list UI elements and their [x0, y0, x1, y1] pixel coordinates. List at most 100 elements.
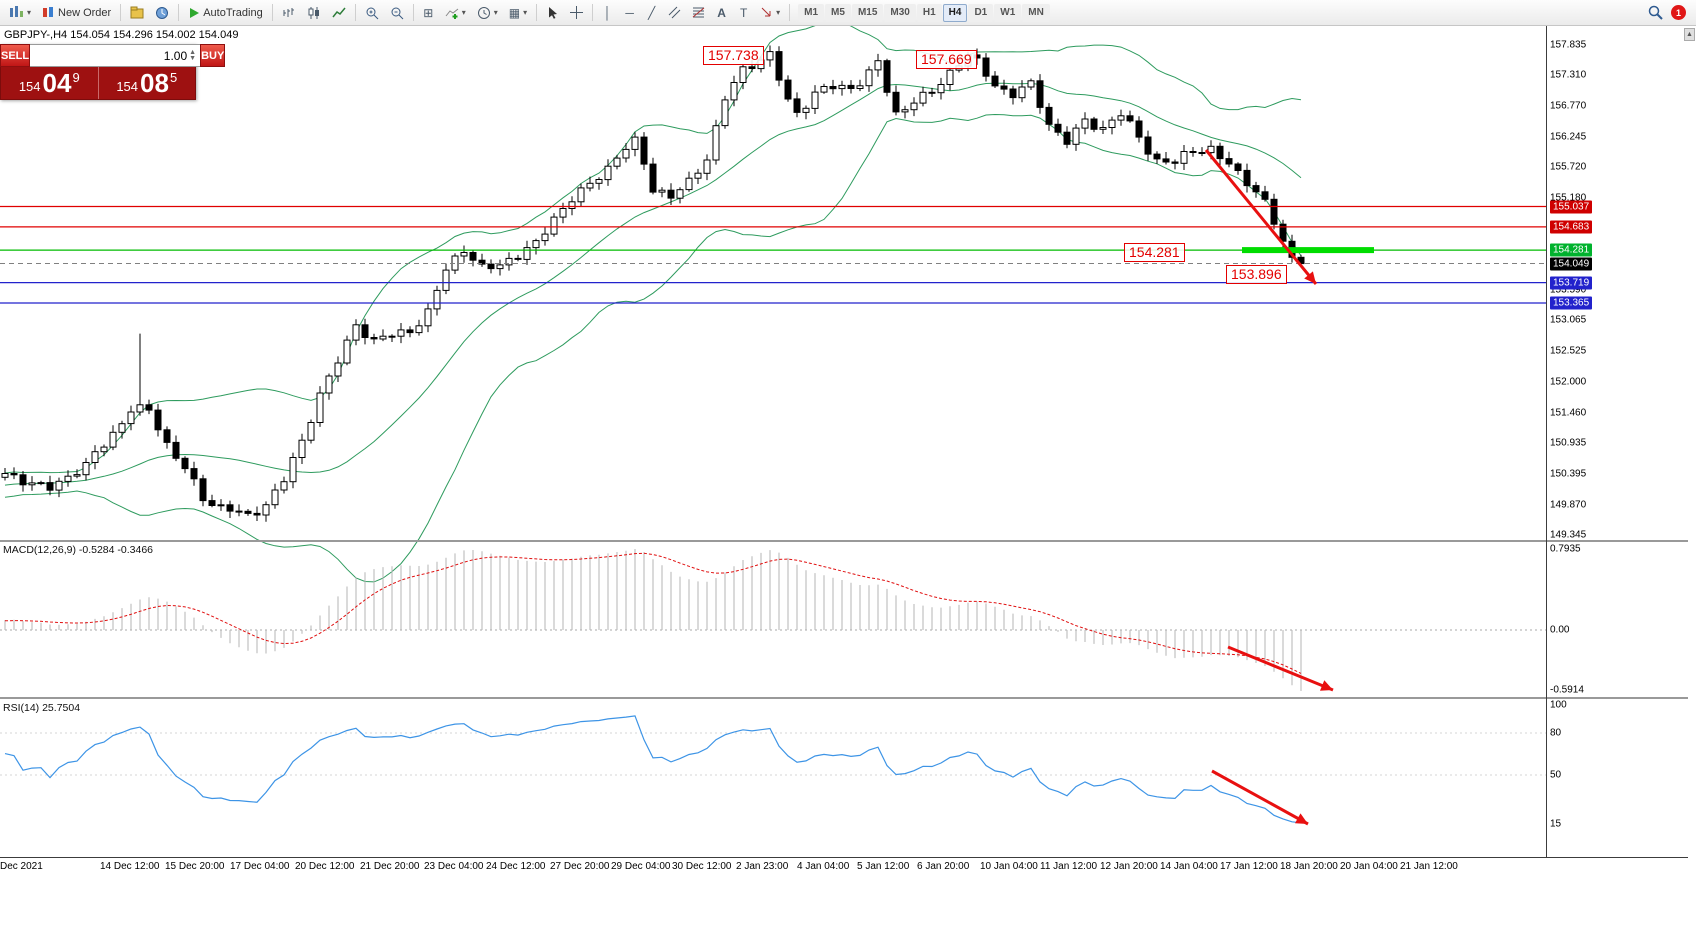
time-axis-label: 12 Jan 20:00: [1100, 861, 1158, 872]
label-tool[interactable]: T: [733, 2, 754, 23]
indicators-button[interactable]: ▾: [440, 2, 471, 23]
line-chart-button[interactable]: [327, 2, 351, 23]
price-callout[interactable]: 157.738: [703, 46, 764, 65]
price-axis-label: 149.345: [1550, 529, 1587, 541]
bid-pipette: 9: [72, 70, 80, 85]
time-axis-label: 24 Dec 12:00: [486, 861, 546, 872]
main-toolbar: ▾ New Order AutoTrading ⊞ ▾ ▾ ▦ ▾: [0, 0, 1696, 26]
pane-separator[interactable]: [0, 540, 1688, 542]
zoom-in-button[interactable]: [360, 2, 384, 23]
price-axis-label: 152.525: [1550, 345, 1587, 357]
price-tag-label: 154.683: [1550, 220, 1593, 234]
rsi-label: RSI(14) 25.7504: [3, 702, 81, 714]
indicator-scale-label: 80: [1550, 727, 1562, 739]
time-axis-label: 2 Jan 23:00: [736, 861, 789, 872]
time-axis-label: 5 Jan 12:00: [857, 861, 910, 872]
timeframe-m1[interactable]: M1: [798, 3, 825, 22]
candlestick-chart-icon: [308, 6, 319, 19]
trendline-tool[interactable]: ╱: [641, 2, 662, 23]
shapes-tool[interactable]: ▾: [755, 2, 785, 23]
time-axis-label: 21 Dec 20:00: [360, 861, 420, 872]
one-click-trading-panel: SELL ▲ ▼ BUY 154 04 9 154 08 5: [0, 44, 226, 100]
price-axis-label: 151.460: [1550, 407, 1587, 419]
price-axis-label: 156.770: [1550, 100, 1587, 112]
chart-canvas[interactable]: [0, 25, 1546, 876]
autotrading-play-icon: [190, 7, 200, 18]
cursor-button[interactable]: [541, 2, 564, 23]
timeframe-d1[interactable]: D1: [968, 3, 994, 22]
market-watch-button[interactable]: [150, 2, 174, 23]
channel-icon: [668, 6, 681, 19]
fibonacci-icon: [692, 7, 705, 18]
time-axis-label: 30 Dec 12:00: [672, 861, 732, 872]
price-axis-line: [1546, 25, 1547, 858]
time-axis-label: 17 Jan 12:00: [1220, 861, 1278, 872]
timeframe-m5[interactable]: M5: [825, 3, 851, 22]
time-axis-label: 21 Jan 12:00: [1400, 861, 1458, 872]
scroll-up-icon[interactable]: ▲: [1684, 28, 1695, 41]
toolbar-separator: [120, 4, 122, 21]
timeframe-mn[interactable]: MN: [1022, 3, 1050, 22]
zoom-out-icon: [391, 7, 404, 19]
autotrading-button[interactable]: AutoTrading: [183, 2, 268, 23]
chevron-down-icon: ▾: [461, 7, 466, 17]
price-callout[interactable]: 154.281: [1124, 243, 1185, 262]
time-axis-label: 17 Dec 04:00: [230, 861, 290, 872]
candlestick-chart-button[interactable]: [302, 2, 326, 23]
time-axis-label: 20 Dec 12:00: [295, 861, 355, 872]
autotrading-label: AutoTrading: [203, 6, 263, 19]
new-order-button[interactable]: New Order: [37, 2, 116, 23]
price-callout[interactable]: 157.669: [916, 50, 977, 69]
price-axis-label: 149.870: [1550, 499, 1587, 511]
sell-button[interactable]: SELL: [0, 44, 31, 67]
horizontal-line-tool[interactable]: ─: [619, 2, 640, 23]
volume-up-icon[interactable]: ▲: [189, 48, 197, 56]
price-tag-label: 153.719: [1550, 276, 1593, 290]
chart-ohlc-label: GBPJPY-,H4 154.054 154.296 154.002 154.0…: [4, 29, 239, 41]
volume-input[interactable]: [32, 48, 188, 63]
profiles-button[interactable]: [125, 2, 149, 23]
bid-big-figure: 154: [18, 79, 41, 94]
market-watch-icon: [156, 6, 169, 19]
crosshair-button[interactable]: [565, 2, 588, 23]
tile-windows-button[interactable]: ⊞: [418, 2, 439, 23]
arrow-shape-icon: [761, 7, 771, 17]
price-axis-label: 155.720: [1550, 161, 1587, 173]
new-order-icon: [43, 7, 54, 17]
trendline-icon: ╱: [648, 5, 656, 20]
toolbar-separator: [354, 4, 356, 21]
bid-price[interactable]: 154 04 9: [1, 67, 99, 99]
time-axis-label: 29 Dec 04:00: [611, 861, 671, 872]
ask-pips: 08: [140, 68, 169, 98]
chevron-down-icon: ▾: [523, 7, 528, 17]
bar-chart-button[interactable]: [277, 2, 301, 23]
text-tool[interactable]: A: [711, 2, 732, 23]
templates-button[interactable]: ▦ ▾: [504, 2, 532, 23]
quote-row: 154 04 9 154 08 5: [0, 67, 196, 100]
ask-price[interactable]: 154 08 5: [99, 67, 196, 99]
price-axis-label: 153.590: [1550, 284, 1587, 296]
time-axis-label: 20 Jan 04:00: [1340, 861, 1398, 872]
timeframe-h4[interactable]: H4: [942, 3, 968, 22]
new-chart-button[interactable]: ▾: [4, 2, 36, 23]
notification-badge[interactable]: 1: [1671, 5, 1686, 20]
timeframe-m30[interactable]: M30: [884, 3, 916, 22]
timeframe-toolbar: M1 M5 M15 M30 H1 H4 D1 W1 MN: [798, 3, 1050, 22]
time-axis-label: 14 Dec 12:00: [100, 861, 160, 872]
timeframe-m15[interactable]: M15: [851, 3, 884, 22]
search-button[interactable]: [1643, 2, 1668, 23]
volume-down-icon[interactable]: ▼: [189, 54, 197, 62]
price-tag-label: 154.049: [1550, 257, 1593, 271]
buy-button[interactable]: BUY: [200, 44, 226, 67]
channel-tool[interactable]: [663, 2, 686, 23]
timeframe-w1[interactable]: W1: [994, 3, 1022, 22]
zoom-out-button[interactable]: [385, 2, 409, 23]
toolbar-separator: [412, 4, 414, 21]
vertical-line-tool[interactable]: │: [597, 2, 618, 23]
periods-button[interactable]: ▾: [472, 2, 503, 23]
time-axis-label: 6 Jan 20:00: [917, 861, 970, 872]
pane-separator[interactable]: [0, 697, 1688, 699]
fibonacci-tool[interactable]: [687, 2, 710, 23]
price-callout[interactable]: 153.896: [1226, 265, 1287, 284]
timeframe-h1[interactable]: H1: [916, 3, 942, 22]
